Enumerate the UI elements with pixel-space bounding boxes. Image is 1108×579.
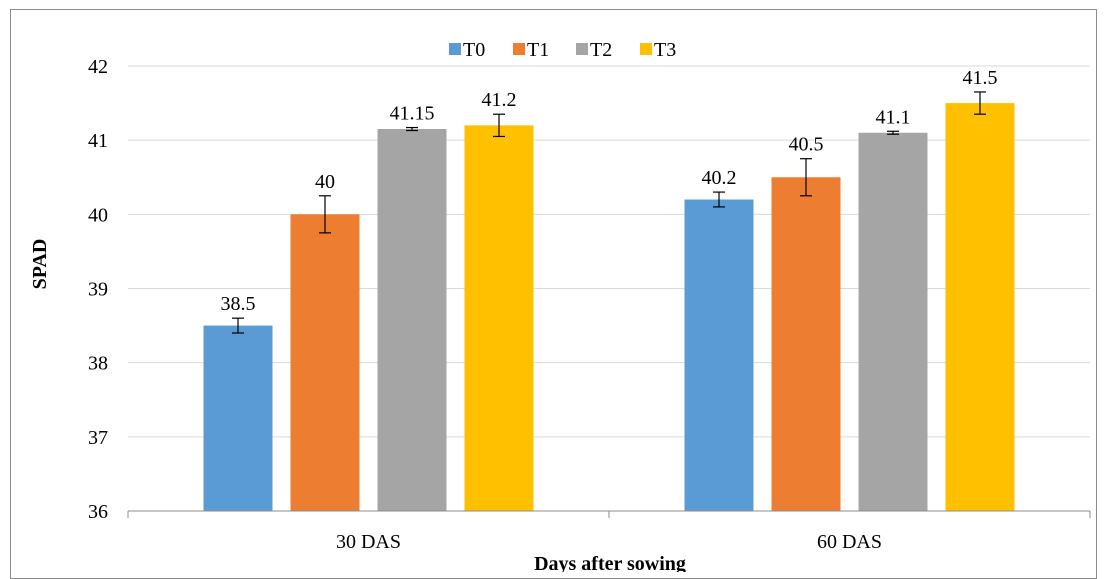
- gridlines: [128, 65, 1090, 438]
- data-label: 41.2: [482, 89, 517, 111]
- y-tick-label: 36: [88, 501, 108, 523]
- bars: [203, 103, 1015, 512]
- legend-swatch: [576, 43, 588, 55]
- x-axis: [127, 510, 1091, 518]
- bar-t3: [464, 125, 534, 511]
- y-tick-label: 42: [88, 56, 108, 78]
- legend-swatch: [449, 43, 461, 55]
- data-label: 41.15: [390, 103, 435, 125]
- legend-swatch: [513, 43, 525, 55]
- error-bar: [887, 130, 899, 135]
- legend-label: T2: [590, 39, 612, 61]
- y-tick-label: 40: [88, 204, 108, 226]
- x-tick-label: 30 DAS: [336, 531, 401, 553]
- data-label: 40.2: [702, 167, 737, 189]
- data-label: 40: [315, 171, 335, 193]
- legend-swatch: [640, 43, 652, 55]
- y-axis-ticks: 36 37 38 39 40 41 42: [88, 56, 108, 523]
- bar-t1: [771, 177, 841, 511]
- y-axis-title: SPAD: [29, 239, 51, 290]
- data-label: 40.5: [789, 134, 824, 156]
- legend-label: T3: [654, 39, 676, 61]
- error-bar: [800, 158, 812, 197]
- y-tick-label: 39: [88, 279, 108, 301]
- y-tick-label: 41: [88, 130, 108, 152]
- data-label: 41.1: [876, 106, 911, 128]
- data-label: 41.5: [963, 67, 998, 89]
- error-bar: [232, 317, 244, 334]
- error-bar: [493, 113, 505, 138]
- legend-item-t2: T2: [576, 39, 612, 61]
- error-bar: [713, 191, 725, 208]
- x-tick-label: 60 DAS: [817, 531, 882, 553]
- legend-item-t1: T1: [513, 39, 549, 61]
- data-label: 38.5: [221, 293, 256, 315]
- bar-t0: [684, 199, 754, 511]
- error-bar: [974, 91, 986, 115]
- bar-t2: [858, 132, 928, 511]
- x-axis-ticks: 30 DAS 60 DAS: [336, 531, 882, 553]
- error-bar: [319, 195, 331, 234]
- error-bar: [406, 126, 418, 132]
- data-labels: 38.5 40 41.15 41.2 40.2 40.5 41.1 41.5: [221, 67, 998, 315]
- bar-t1: [290, 214, 360, 512]
- legend-label: T1: [527, 39, 549, 61]
- x-axis-title: Days after sowing: [534, 553, 686, 572]
- bar-t0: [203, 325, 273, 511]
- legend-label: T0: [463, 39, 485, 61]
- legend-item-t0: T0: [449, 39, 485, 61]
- legend: T0 T1 T2 T3: [449, 39, 676, 61]
- y-tick-label: 38: [88, 353, 108, 375]
- bar-t3: [945, 103, 1015, 511]
- bar-t2: [377, 129, 447, 511]
- y-tick-label: 37: [88, 427, 108, 449]
- error-bars: [232, 91, 986, 334]
- legend-item-t3: T3: [640, 39, 676, 61]
